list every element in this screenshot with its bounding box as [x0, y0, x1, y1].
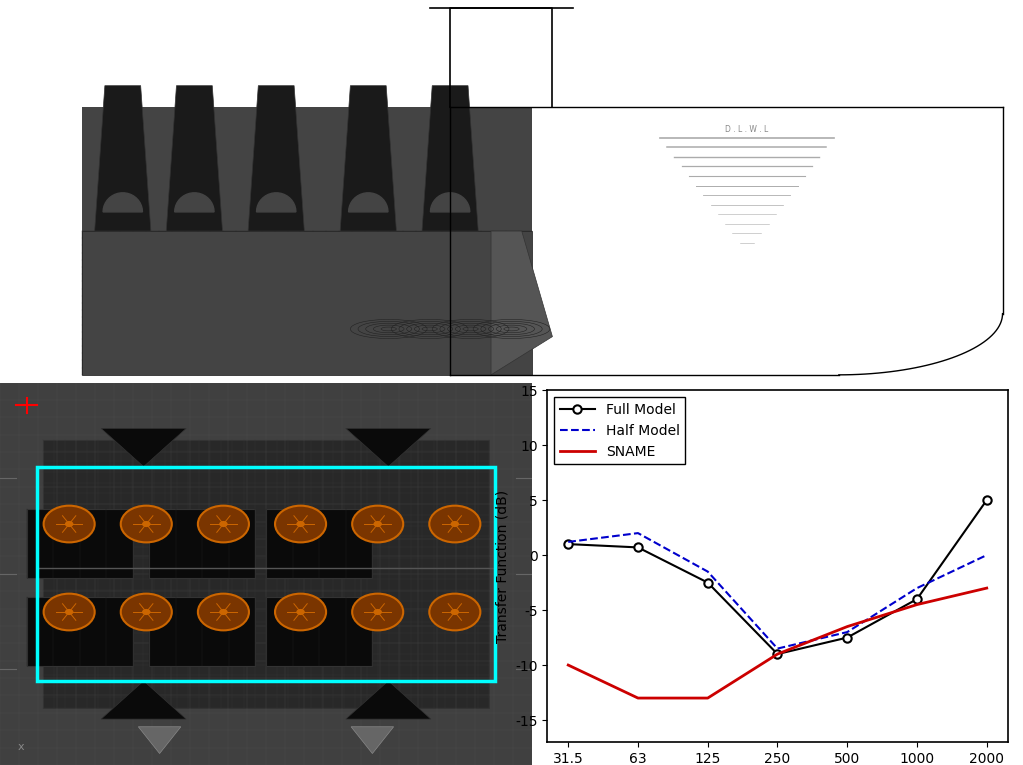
Line: SNAME: SNAME [568, 588, 987, 698]
Bar [82, 107, 532, 375]
Bar [27, 597, 133, 666]
Full Model [841, 633, 853, 642]
Polygon shape [491, 231, 552, 375]
Bar [43, 440, 489, 708]
Polygon shape [349, 193, 388, 212]
Half Model [632, 529, 644, 538]
Circle shape [142, 609, 150, 615]
Circle shape [297, 609, 305, 615]
Circle shape [219, 609, 228, 615]
SNAME [910, 600, 923, 609]
Text: D . L . W . L: D . L . W . L [725, 125, 768, 134]
Circle shape [64, 521, 74, 527]
Circle shape [373, 609, 382, 615]
Circle shape [121, 506, 172, 542]
Polygon shape [421, 86, 479, 231]
Polygon shape [346, 428, 431, 467]
SNAME [632, 694, 644, 703]
Circle shape [430, 506, 481, 542]
Half Model [562, 537, 574, 546]
Circle shape [275, 594, 326, 630]
Circle shape [373, 521, 382, 527]
Polygon shape [340, 86, 397, 231]
Full Model [702, 578, 714, 588]
Line: Half Model: Half Model [568, 533, 987, 649]
Full Model [562, 539, 574, 549]
Polygon shape [94, 86, 151, 231]
Circle shape [44, 506, 95, 542]
Full Model [632, 543, 644, 552]
Circle shape [275, 506, 326, 542]
Text: x: x [18, 742, 25, 752]
SNAME [702, 694, 714, 703]
Polygon shape [431, 193, 470, 212]
Circle shape [197, 594, 249, 630]
Bar [149, 597, 256, 666]
Polygon shape [257, 193, 296, 212]
Polygon shape [103, 193, 142, 212]
Circle shape [44, 594, 95, 630]
Circle shape [219, 521, 228, 527]
Polygon shape [101, 681, 186, 719]
Half Model [771, 644, 784, 653]
Half Model [702, 567, 714, 576]
SNAME [771, 649, 784, 659]
Circle shape [430, 594, 481, 630]
Polygon shape [351, 727, 394, 754]
Bar [266, 509, 372, 578]
Full Model [910, 594, 923, 604]
Half Model [981, 551, 993, 560]
Polygon shape [166, 86, 223, 231]
Half Model [910, 584, 923, 593]
Circle shape [297, 521, 305, 527]
Circle shape [121, 594, 172, 630]
Circle shape [142, 521, 150, 527]
Polygon shape [175, 193, 214, 212]
Circle shape [197, 506, 249, 542]
Full Model [771, 649, 784, 659]
Polygon shape [346, 681, 431, 719]
SNAME [981, 584, 993, 593]
Bar [82, 231, 532, 375]
Circle shape [352, 506, 403, 542]
Circle shape [64, 609, 74, 615]
Full Model [981, 496, 993, 505]
Bar [37, 467, 495, 681]
Bar [266, 597, 372, 666]
Bar [27, 509, 133, 578]
Circle shape [352, 594, 403, 630]
Circle shape [450, 521, 459, 527]
SNAME [562, 660, 574, 669]
Circle shape [450, 609, 459, 615]
Polygon shape [101, 428, 186, 467]
Y-axis label: Transfer Function (dB): Transfer Function (dB) [495, 490, 509, 643]
Bar [149, 509, 256, 578]
Polygon shape [138, 727, 181, 754]
Polygon shape [249, 86, 305, 231]
Line: Full Model: Full Model [564, 496, 991, 658]
Half Model [841, 627, 853, 636]
SNAME [841, 622, 853, 631]
Legend: Full Model, Half Model, SNAME: Full Model, Half Model, SNAME [554, 397, 685, 464]
